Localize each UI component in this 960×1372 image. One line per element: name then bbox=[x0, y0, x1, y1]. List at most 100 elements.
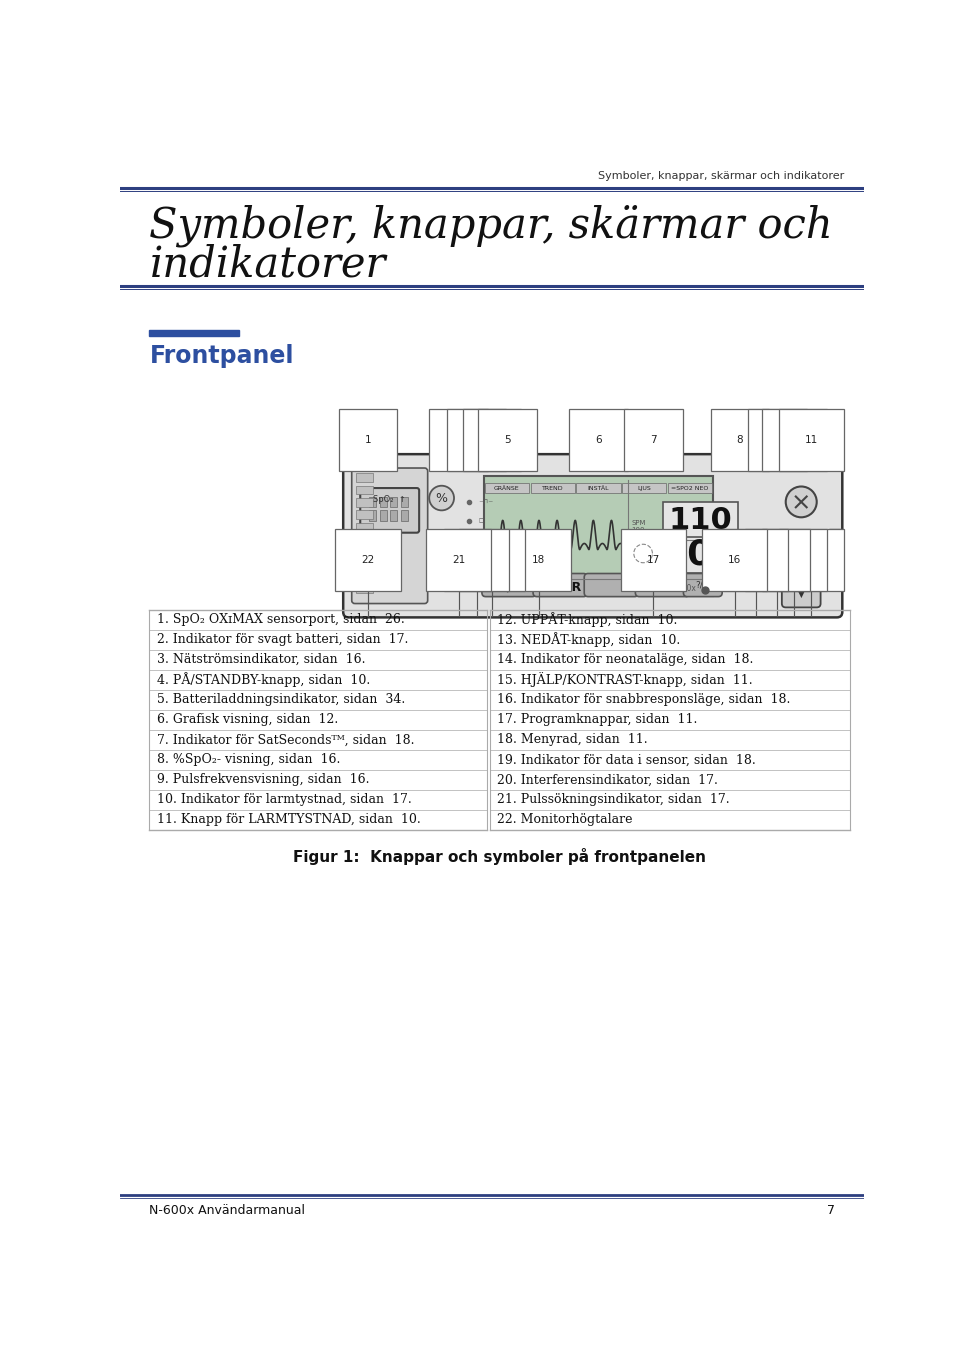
Text: SpO₂  ↑: SpO₂ ↑ bbox=[373, 495, 406, 504]
Bar bbox=[356, 473, 373, 482]
Bar bbox=[356, 535, 373, 543]
Text: 19. Indikator för data i sensor, sidan  18.: 19. Indikator för data i sensor, sidan 1… bbox=[497, 753, 756, 767]
Text: 4. PÅ/STANDBY-knapp, sidan  10.: 4. PÅ/STANDBY-knapp, sidan 10. bbox=[157, 672, 371, 687]
Text: 12. UPPÅT-knapp, sidan  10.: 12. UPPÅT-knapp, sidan 10. bbox=[497, 612, 678, 627]
Bar bbox=[379, 497, 387, 508]
Text: 17. Programknappar, sidan  11.: 17. Programknappar, sidan 11. bbox=[497, 713, 698, 726]
Bar bbox=[486, 561, 496, 571]
Text: 14: 14 bbox=[771, 554, 783, 565]
Bar bbox=[531, 483, 575, 494]
Text: 20. Interferensindikator, sidan  17.: 20. Interferensindikator, sidan 17. bbox=[497, 774, 718, 786]
Text: 1: 1 bbox=[365, 435, 372, 446]
Text: 16. Indikator för snabbresponsläge, sidan  18.: 16. Indikator för snabbresponsläge, sida… bbox=[497, 693, 791, 707]
Text: 3. Nätströmsindikator, sidan  16.: 3. Nätströmsindikator, sidan 16. bbox=[157, 653, 366, 667]
Text: 9: 9 bbox=[774, 435, 780, 446]
Text: 13: 13 bbox=[787, 554, 801, 565]
Text: 100: 100 bbox=[632, 527, 645, 534]
FancyBboxPatch shape bbox=[585, 573, 638, 597]
Bar bbox=[484, 476, 713, 595]
Bar bbox=[391, 510, 397, 521]
Text: 6. Grafisk visning, sidan  12.: 6. Grafisk visning, sidan 12. bbox=[157, 713, 339, 726]
Text: 2: 2 bbox=[455, 435, 462, 446]
Text: 8: 8 bbox=[736, 435, 743, 446]
Text: □: □ bbox=[478, 519, 484, 524]
Bar bbox=[401, 497, 408, 508]
Text: 16: 16 bbox=[728, 554, 741, 565]
Text: 19: 19 bbox=[486, 554, 498, 565]
Text: 11. Knapp för LARMTYSTNAD, sidan  10.: 11. Knapp för LARMTYSTNAD, sidan 10. bbox=[157, 814, 420, 826]
Bar bbox=[829, 528, 843, 568]
Text: Figur 1:  Knappar och symboler på frontpanelen: Figur 1: Knappar och symboler på frontpa… bbox=[293, 848, 707, 866]
Text: 17: 17 bbox=[647, 554, 660, 565]
Text: 20: 20 bbox=[470, 554, 483, 565]
Text: 2. Indikator för svagt batteri, sidan  17.: 2. Indikator för svagt batteri, sidan 17… bbox=[157, 634, 409, 646]
Text: 7: 7 bbox=[827, 1203, 834, 1217]
Text: 3: 3 bbox=[473, 435, 480, 446]
Text: LJUS: LJUS bbox=[637, 486, 651, 491]
Text: SPM: SPM bbox=[632, 520, 646, 525]
Text: ?/O: ?/O bbox=[695, 580, 710, 590]
FancyBboxPatch shape bbox=[781, 576, 821, 608]
Text: ∿∿: ∿∿ bbox=[478, 557, 489, 563]
FancyBboxPatch shape bbox=[344, 454, 842, 617]
FancyBboxPatch shape bbox=[482, 573, 537, 597]
Text: ~⊓~: ~⊓~ bbox=[478, 499, 493, 505]
Bar bbox=[356, 572, 373, 580]
Bar bbox=[662, 502, 738, 536]
Bar bbox=[668, 483, 712, 494]
Bar bbox=[401, 510, 408, 521]
Text: Symboler, knappar, skärmar och indikatorer: Symboler, knappar, skärmar och indikator… bbox=[598, 172, 845, 181]
Text: %: % bbox=[436, 491, 447, 505]
Bar bbox=[356, 498, 373, 506]
Text: OxiMax  N-600x: OxiMax N-600x bbox=[636, 583, 696, 593]
Bar bbox=[485, 483, 529, 494]
Bar bbox=[576, 483, 621, 494]
Text: 5. Batteriladdningsindikator, sidan  34.: 5. Batteriladdningsindikator, sidan 34. bbox=[157, 693, 405, 707]
Bar bbox=[356, 560, 373, 568]
Text: 13. NEDÅT-knapp, sidan  10.: 13. NEDÅT-knapp, sidan 10. bbox=[497, 632, 681, 648]
Text: 100: 100 bbox=[662, 538, 738, 571]
FancyBboxPatch shape bbox=[360, 488, 420, 532]
Text: 10. Indikator för larmtystnad, sidan  17.: 10. Indikator för larmtystnad, sidan 17. bbox=[157, 793, 412, 807]
Text: ▲: ▲ bbox=[795, 545, 807, 563]
Bar bbox=[585, 460, 601, 465]
Text: 7. Indikator för SatSecondsᵀᴹ, sidan  18.: 7. Indikator för SatSecondsᵀᴹ, sidan 18. bbox=[157, 733, 415, 746]
Text: indikatorer: indikatorer bbox=[150, 244, 386, 285]
Text: 5: 5 bbox=[504, 435, 511, 446]
Text: 9. Pulsfrekvensvisning, sidan  16.: 9. Pulsfrekvensvisning, sidan 16. bbox=[157, 774, 370, 786]
Text: 6: 6 bbox=[595, 435, 602, 446]
Text: 22: 22 bbox=[361, 554, 374, 565]
Text: ◈: ◈ bbox=[478, 538, 483, 543]
Text: N-600x Användarmanual: N-600x Användarmanual bbox=[150, 1203, 305, 1217]
Text: oo: oo bbox=[478, 576, 486, 582]
Bar bbox=[484, 579, 713, 595]
Text: GRÄNSE: GRÄNSE bbox=[493, 486, 519, 491]
Text: 15: 15 bbox=[749, 554, 762, 565]
Text: 4: 4 bbox=[489, 435, 495, 446]
Bar bbox=[356, 547, 373, 556]
Bar bbox=[356, 523, 373, 531]
Circle shape bbox=[429, 486, 454, 510]
Text: 11: 11 bbox=[804, 435, 818, 446]
FancyBboxPatch shape bbox=[684, 573, 722, 597]
Text: TREND: TREND bbox=[541, 486, 564, 491]
Bar bbox=[356, 584, 373, 593]
Text: 10: 10 bbox=[788, 435, 801, 446]
Bar bbox=[622, 483, 666, 494]
Text: 18: 18 bbox=[532, 554, 545, 565]
Text: 21. Pulssökningsindikator, sidan  17.: 21. Pulssökningsindikator, sidan 17. bbox=[497, 793, 730, 807]
Bar bbox=[662, 534, 738, 572]
Text: Symboler, knappar, skärmar och: Symboler, knappar, skärmar och bbox=[150, 204, 833, 247]
Bar bbox=[379, 510, 387, 521]
Bar bbox=[150, 331, 239, 336]
FancyBboxPatch shape bbox=[636, 573, 689, 597]
FancyBboxPatch shape bbox=[351, 468, 427, 604]
Text: =SPO2 NEO: =SPO2 NEO bbox=[671, 486, 708, 491]
Text: 7: 7 bbox=[650, 435, 657, 446]
Text: %SPO2: %SPO2 bbox=[632, 568, 667, 578]
FancyBboxPatch shape bbox=[781, 538, 821, 569]
Bar bbox=[356, 486, 373, 494]
Bar bbox=[356, 510, 373, 519]
Text: Frontpanel: Frontpanel bbox=[150, 343, 294, 368]
Bar bbox=[391, 497, 397, 508]
